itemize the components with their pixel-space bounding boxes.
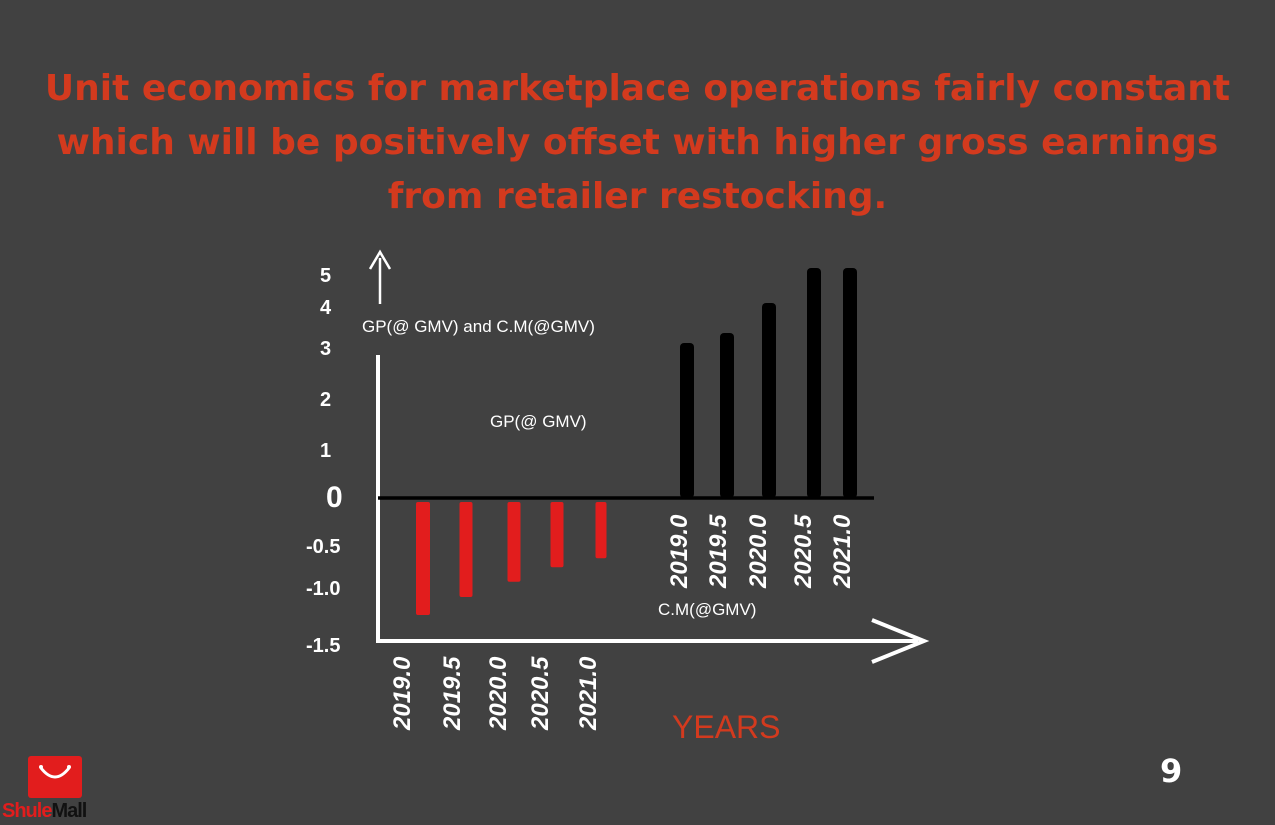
x-axis-arrow-head bbox=[871, 618, 930, 664]
y-tick-label: 4 bbox=[320, 297, 332, 319]
x-tick-label-lower: 2021.0 bbox=[575, 656, 602, 731]
y-axis-arrow-head bbox=[368, 249, 392, 270]
bar-gp-2019.0 bbox=[680, 343, 694, 498]
x-axis-label: YEARS bbox=[672, 709, 780, 745]
bar-cm-2021.0 bbox=[595, 502, 607, 559]
y-tick-label: 5 bbox=[320, 265, 331, 287]
x-tick-label-upper: 2019.5 bbox=[705, 514, 732, 589]
headline-line-2: which will be positively offset with hig… bbox=[56, 122, 1219, 163]
x-tick-label-lower: 2020.0 bbox=[485, 656, 512, 731]
y-tick-label: 1 bbox=[320, 440, 331, 462]
shopping-bag-icon bbox=[28, 756, 82, 798]
page-number: 9 bbox=[1160, 752, 1183, 790]
x-tick-label-lower: 2019.5 bbox=[439, 656, 466, 731]
bar-cm-2020.0 bbox=[507, 502, 521, 582]
series-label-gp: GP(@ GMV) bbox=[490, 412, 587, 431]
slide-headline: Unit economics for marketplace operation… bbox=[40, 62, 1235, 224]
bar-gp-2020.5 bbox=[807, 268, 821, 498]
y-tick-label: -0.5 bbox=[306, 536, 340, 558]
y-tick-label: 0 bbox=[326, 481, 343, 514]
x-tick-label-upper: 2020.0 bbox=[745, 514, 772, 589]
x-tick-label-lower: 2019.0 bbox=[389, 656, 416, 731]
x-tick-label-upper: 2020.5 bbox=[790, 514, 817, 589]
bar-gp-2019.5 bbox=[720, 333, 734, 498]
bar-cm-2019.0 bbox=[416, 502, 430, 615]
bars bbox=[416, 268, 857, 615]
y-axis-label: GP(@ GMV) and C.M(@GMV) bbox=[362, 317, 595, 336]
brand-logo: ShuleMall bbox=[2, 756, 112, 825]
x-tick-label-upper: 2019.0 bbox=[666, 514, 693, 589]
logo-wordmark: ShuleMall bbox=[2, 800, 87, 823]
y-tick-label: 3 bbox=[320, 338, 331, 360]
headline-line-1: Unit economics for marketplace operation… bbox=[44, 68, 1231, 109]
x-tick-label-lower: 2020.5 bbox=[527, 656, 554, 731]
x-tick-label-upper: 2021.0 bbox=[829, 514, 856, 589]
bar-cm-2019.5 bbox=[459, 502, 473, 597]
bar-cm-2020.5 bbox=[550, 502, 564, 568]
logo-text-shule: Shule bbox=[2, 800, 52, 822]
y-tick-labels: 5 4 3 2 1 0 -0.5 -1.0 -1.5 bbox=[306, 265, 343, 657]
y-tick-label: -1.5 bbox=[306, 635, 340, 657]
bar-gp-2020.0 bbox=[762, 303, 776, 498]
series-label-cm: C.M(@GMV) bbox=[658, 600, 756, 619]
y-tick-label: -1.0 bbox=[306, 578, 340, 600]
y-tick-label: 2 bbox=[320, 389, 331, 411]
x-tick-labels: 2019.0 2019.5 2020.0 2020.5 2021.0 2019.0 2019… bbox=[389, 514, 856, 731]
headline-line-3: from retailer restocking. bbox=[387, 176, 888, 217]
bar-gp-2021.0 bbox=[843, 268, 857, 498]
logo-text-mall: Mall bbox=[51, 800, 87, 822]
